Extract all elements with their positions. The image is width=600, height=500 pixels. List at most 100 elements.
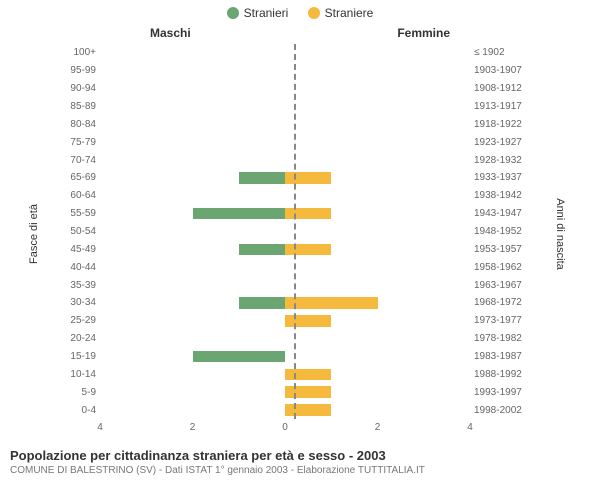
- half-left: [100, 154, 285, 166]
- half-right: [285, 83, 470, 95]
- y-axis-right-title: Anni di nascita: [554, 198, 566, 270]
- half-right: [285, 386, 470, 398]
- birth-label: 1953-1957: [470, 244, 530, 255]
- birth-label: 1913-1917: [470, 101, 530, 112]
- bars: [100, 348, 470, 366]
- half-left: [100, 47, 285, 59]
- bars: [100, 169, 470, 187]
- half-right: [285, 261, 470, 273]
- bar-maschi: [193, 351, 286, 363]
- birth-label: 1973-1977: [470, 315, 530, 326]
- birth-label: 1938-1942: [470, 190, 530, 201]
- bars: [100, 205, 470, 223]
- bars: [100, 365, 470, 383]
- half-left: [100, 279, 285, 291]
- column-header-maschi: Maschi: [150, 26, 191, 40]
- half-left: [100, 65, 285, 77]
- bars: [100, 312, 470, 330]
- half-right: [285, 119, 470, 131]
- bars: [100, 151, 470, 169]
- x-tick: 4: [97, 422, 103, 433]
- footer: Popolazione per cittadinanza straniera p…: [0, 444, 600, 476]
- footer-title: Popolazione per cittadinanza straniera p…: [10, 448, 590, 463]
- birth-label: 1993-1997: [470, 387, 530, 398]
- age-label: 50-54: [60, 226, 100, 237]
- half-right: [285, 369, 470, 381]
- age-label: 0-4: [60, 405, 100, 416]
- birth-label: 1968-1972: [470, 297, 530, 308]
- age-label: 55-59: [60, 208, 100, 219]
- bar-femmine: [285, 369, 331, 381]
- age-label: 5-9: [60, 387, 100, 398]
- half-right: [285, 404, 470, 416]
- legend-label-f: Straniere: [325, 6, 374, 20]
- age-label: 80-84: [60, 119, 100, 130]
- age-label: 10-14: [60, 369, 100, 380]
- half-left: [100, 333, 285, 345]
- half-right: [285, 65, 470, 77]
- age-label: 45-49: [60, 244, 100, 255]
- birth-label: 1983-1987: [470, 351, 530, 362]
- half-left: [100, 136, 285, 148]
- half-right: [285, 279, 470, 291]
- age-label: 60-64: [60, 190, 100, 201]
- x-tick: 0: [282, 422, 288, 433]
- bars: [100, 276, 470, 294]
- half-right: [285, 47, 470, 59]
- legend-label-m: Stranieri: [244, 6, 289, 20]
- bar-femmine: [285, 315, 331, 327]
- x-tick: 2: [375, 422, 381, 433]
- birth-label: 1933-1937: [470, 172, 530, 183]
- bar-maschi: [239, 297, 285, 309]
- y-axis-left-title: Fasce di età: [28, 204, 40, 264]
- bars: [100, 62, 470, 80]
- birth-label: 1948-1952: [470, 226, 530, 237]
- half-left: [100, 172, 285, 184]
- legend: Stranieri Straniere: [0, 0, 600, 24]
- bars: [100, 383, 470, 401]
- bars: [100, 223, 470, 241]
- age-label: 65-69: [60, 172, 100, 183]
- legend-item-stranieri: Stranieri: [227, 6, 289, 20]
- half-right: [285, 226, 470, 238]
- half-left: [100, 208, 285, 220]
- half-left: [100, 83, 285, 95]
- half-right: [285, 154, 470, 166]
- bar-maschi: [239, 244, 285, 256]
- bar-femmine: [285, 404, 331, 416]
- age-label: 40-44: [60, 262, 100, 273]
- half-right: [285, 101, 470, 113]
- footer-subtitle: COMUNE DI BALESTRINO (SV) - Dati ISTAT 1…: [10, 465, 590, 476]
- half-right: [285, 208, 470, 220]
- half-right: [285, 351, 470, 363]
- half-right: [285, 315, 470, 327]
- bars: [100, 44, 470, 62]
- half-right: [285, 136, 470, 148]
- age-label: 25-29: [60, 315, 100, 326]
- birth-label: 1928-1932: [470, 155, 530, 166]
- half-left: [100, 190, 285, 202]
- half-left: [100, 261, 285, 273]
- half-left: [100, 315, 285, 327]
- birth-label: 1903-1907: [470, 65, 530, 76]
- half-right: [285, 333, 470, 345]
- bar-femmine: [285, 297, 378, 309]
- bars: [100, 258, 470, 276]
- age-label: 70-74: [60, 155, 100, 166]
- bar-femmine: [285, 386, 331, 398]
- bars: [100, 294, 470, 312]
- bar-femmine: [285, 244, 331, 256]
- birth-label: 1923-1927: [470, 137, 530, 148]
- half-left: [100, 101, 285, 113]
- bars: [100, 115, 470, 133]
- bars: [100, 98, 470, 116]
- half-right: [285, 297, 470, 309]
- chart: Maschi Femmine Fasce di età Anni di nasc…: [0, 24, 600, 444]
- x-tick: 4: [467, 422, 473, 433]
- half-right: [285, 190, 470, 202]
- age-label: 15-19: [60, 351, 100, 362]
- birth-label: 1918-1922: [470, 119, 530, 130]
- bar-femmine: [285, 172, 331, 184]
- bars: [100, 330, 470, 348]
- age-label: 90-94: [60, 83, 100, 94]
